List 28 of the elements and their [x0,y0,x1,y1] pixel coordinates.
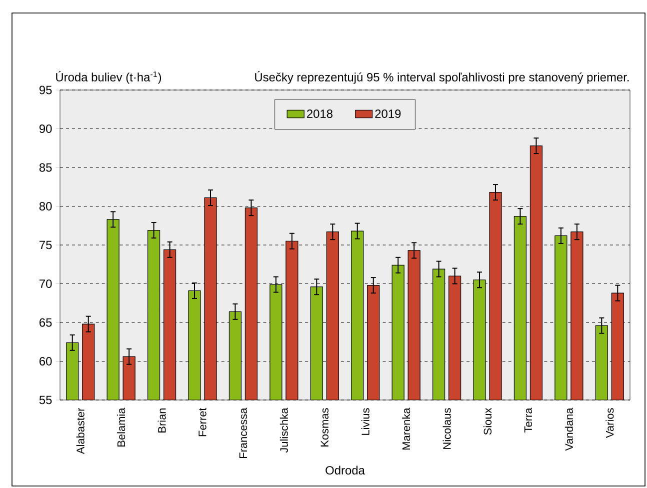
x-tick-label: Varios [606,408,614,438]
x-tick-label: Vandana [564,408,573,451]
x-tick-label: Belamia [117,408,126,446]
x-axis-title: Odroda [326,466,365,475]
y-tick-label: 60 [40,357,52,366]
x-tick-label: Ferret [198,408,206,436]
y-tick-label: 65 [40,318,52,327]
x-tick-label: Julischka [280,408,288,453]
x-tick-label: Nicolaus [442,408,451,449]
x-tick-label: Livius [361,408,370,435]
y-tick-label: 75 [40,240,52,250]
x-tick-label: Terra [524,408,532,432]
legend-label: 2018 [307,109,332,118]
y-tick-label: 85 [39,163,52,172]
y-tick-label: 90 [39,124,52,133]
x-tick-label: Sioux [483,408,492,435]
y-axis-title: Úroda buliev (t·ha$^{-1}$) [56,70,162,84]
text: Úsečky reprezentujú 95 % interval spoľahlivosti pre stanovený priemer. [255,70,629,84]
x-tick-label: Alabaster [76,408,84,454]
x-tick-label: Marenka [402,408,410,450]
y-tick-label: 55 [39,396,52,404]
legend-label: 2019 [375,109,401,118]
x-tick-label: Kosmas [320,408,328,446]
x-tick-label: Francessa [239,408,248,458]
y-tick-label: 80 [39,202,52,210]
y-tick-label: 70 [40,280,52,288]
x-tick-label: Brian [158,408,166,432]
y-tick-label: 95 [39,86,52,94]
